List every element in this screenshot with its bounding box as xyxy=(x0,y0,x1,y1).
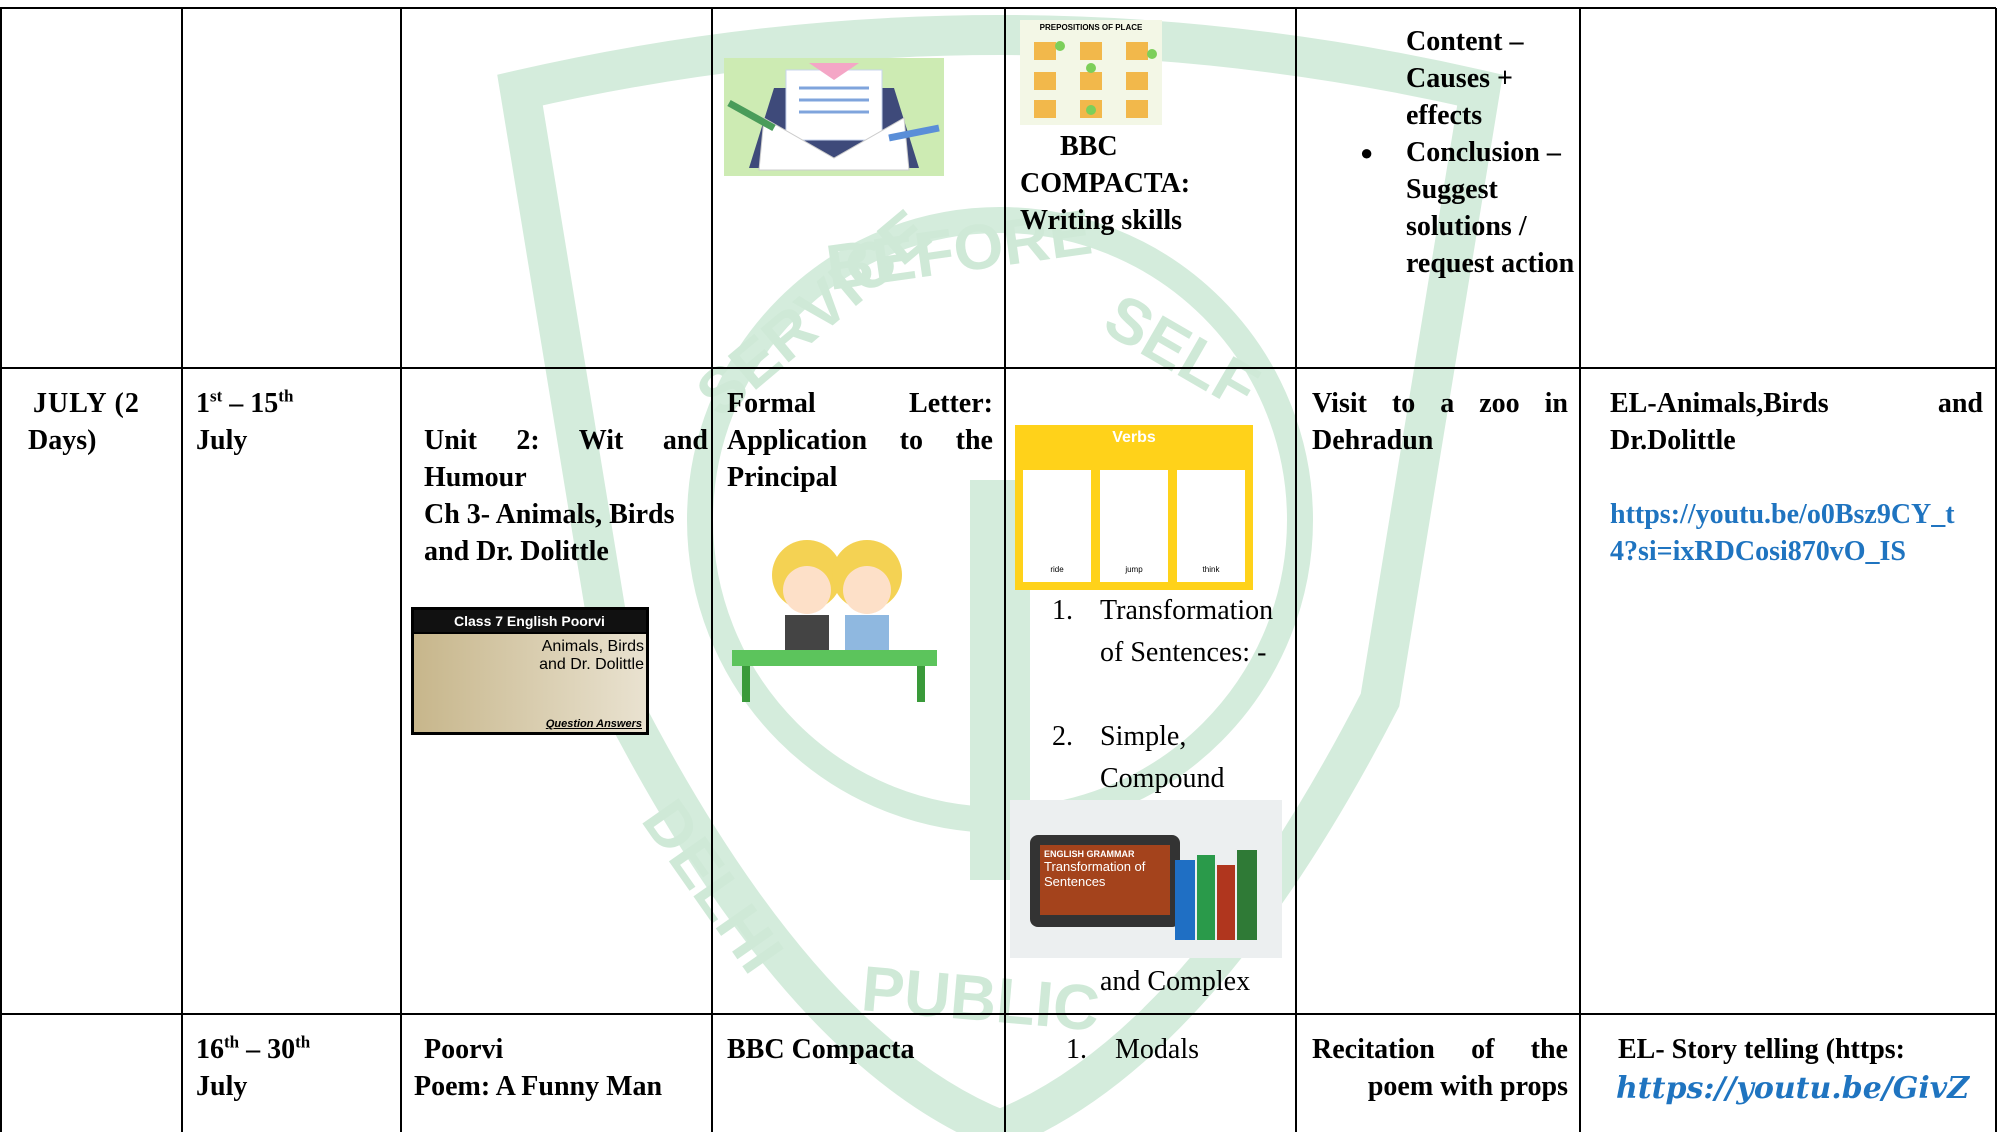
image-caption: Class 7 English Poorvi xyxy=(414,610,646,632)
table-border xyxy=(1004,8,1006,1132)
verb-card: think xyxy=(1177,470,1245,582)
dash: – xyxy=(229,388,244,419)
cell-text: Formal Letter: Application to the Princi… xyxy=(727,388,993,493)
text-line: Poem: A Funny Man xyxy=(414,1071,663,1102)
day: 15 xyxy=(250,388,279,419)
text-line: COMPACTA: xyxy=(1020,168,1191,199)
table-border xyxy=(400,8,402,1132)
month: July xyxy=(196,425,248,456)
ordinal: th xyxy=(224,1032,240,1052)
ordinal: th xyxy=(278,386,294,406)
day: 1 xyxy=(196,388,210,419)
ordinal: th xyxy=(295,1032,311,1052)
image-caption: Animals, Birds and Dr. Dolittle xyxy=(539,638,644,673)
text-line: Writing skills xyxy=(1020,205,1183,236)
cell-text: Poorvi Poem: A Funny Man xyxy=(414,1031,704,1105)
bullet-text: Conclusion – Suggest solutions / request… xyxy=(1406,137,1575,279)
cell-text: EL-Animals,Birds and Dr.Dolittle xyxy=(1610,388,1983,456)
list-number: 2. xyxy=(1052,721,1073,752)
kids-image xyxy=(732,540,937,702)
image-caption: Question Answers xyxy=(545,718,642,730)
prepositions-image: PREPOSITIONS OF PLACE xyxy=(1020,20,1162,125)
cell-text: EL- Story telling (https: xyxy=(1618,1034,1905,1065)
chapter-image: Class 7 English Poorvi Animals, Birds an… xyxy=(411,607,649,735)
image-caption: ride xyxy=(1050,565,1064,574)
grammar-image: ENGLISH GRAMMAR Transformation of Senten… xyxy=(1010,800,1282,958)
cell-text: Recitation of the poem with props xyxy=(1312,1034,1568,1102)
day: 30 xyxy=(267,1034,296,1065)
text-line: JULY (2 xyxy=(33,388,140,419)
text-line: BBC xyxy=(1060,131,1118,162)
table-border xyxy=(0,1013,1996,1015)
table-border xyxy=(0,8,2,1132)
image-caption: Transformation of Sentences xyxy=(1044,859,1146,889)
bullet: ● xyxy=(1360,140,1374,165)
image-caption: think xyxy=(1202,565,1220,574)
dash: – xyxy=(246,1034,261,1065)
verb-card: ride xyxy=(1023,470,1091,582)
day: 16 xyxy=(196,1034,224,1065)
envelope-image xyxy=(724,58,944,176)
verb-card: jump xyxy=(1100,470,1168,582)
table-border xyxy=(0,7,1996,9)
image-caption: PREPOSITIONS OF PLACE xyxy=(1039,23,1143,32)
image-caption: jump xyxy=(1125,565,1143,574)
month-cell: JULY (2 Days) xyxy=(28,385,183,459)
unit-title: Unit 2: Wit and Humour xyxy=(424,425,708,493)
list-number: 1. xyxy=(1052,595,1073,626)
month: July xyxy=(196,1071,248,1102)
prepositions-grid xyxy=(1034,41,1157,118)
video-link[interactable]: https://youtu.be/GivZ xyxy=(1616,1071,1970,1106)
cell-text: BBC COMPACTA: Writing skills xyxy=(1020,128,1290,239)
cell-text: Visit to a zoo in Dehradun xyxy=(1312,388,1568,456)
watermark-text: SELF xyxy=(1093,280,1271,424)
list-continuation: and Complex xyxy=(1100,966,1251,997)
list-item: Transformation of Sentences: - xyxy=(1100,595,1274,668)
video-link[interactable]: https://youtu.be/o0Bsz9CY_t4?si=ixRDCosi… xyxy=(1610,499,1955,567)
table-border xyxy=(1995,8,1997,1132)
image-caption: Verbs xyxy=(1112,429,1156,446)
image-caption: ENGLISH GRAMMAR xyxy=(1044,849,1135,859)
table-border xyxy=(711,8,713,1132)
verbs-image: Verbs ride jump think xyxy=(1015,425,1253,590)
list-number: 1. xyxy=(1066,1034,1087,1065)
date-range: 1st – 15th July xyxy=(196,385,396,459)
date-range: 16th – 30th July xyxy=(196,1031,396,1105)
watermark-text: DELHI xyxy=(629,787,798,986)
list-item: Modals xyxy=(1115,1034,1199,1065)
table-border xyxy=(1579,8,1581,1132)
cell-text: Content – Causes + effects xyxy=(1406,26,1524,131)
text-line: Poorvi xyxy=(424,1034,504,1065)
table-border xyxy=(1295,8,1297,1132)
chapter-title: Ch 3- Animals, Birds and Dr. Dolittle xyxy=(424,499,675,567)
cell-text: BBC Compacta xyxy=(727,1034,915,1065)
list-item: Simple, Compound xyxy=(1100,721,1225,794)
table-border xyxy=(181,8,183,1132)
text-line: Days) xyxy=(28,425,97,456)
table-border xyxy=(0,367,1996,369)
grammar-screen: ENGLISH GRAMMAR Transformation of Senten… xyxy=(1040,845,1170,915)
ordinal: st xyxy=(210,386,223,406)
